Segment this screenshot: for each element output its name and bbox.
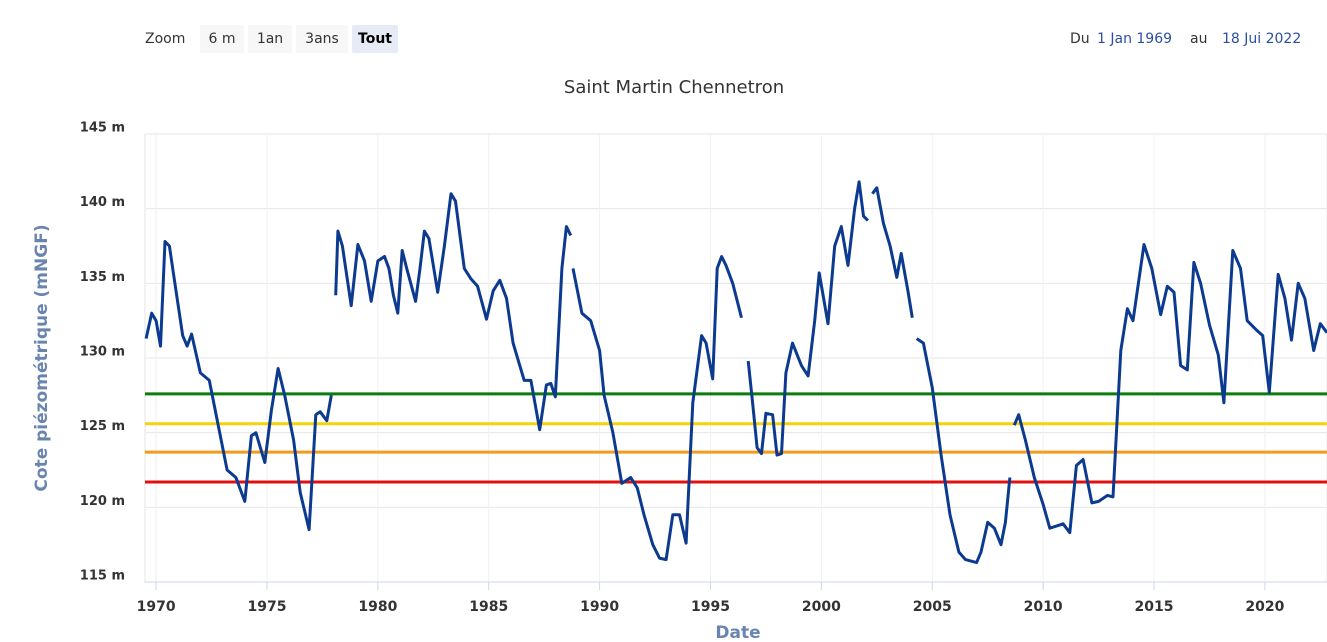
x-axis-title: Date xyxy=(715,623,760,642)
y-tick-label: 145 m xyxy=(80,121,125,136)
x-tick-label: 1980 xyxy=(358,599,397,615)
zoom-button[interactable]: 1an xyxy=(257,31,283,47)
y-tick-label: 120 m xyxy=(80,494,125,509)
x-tick-label: 1970 xyxy=(137,599,176,615)
zoom-button-bg[interactable] xyxy=(352,25,398,53)
range-to-label: au xyxy=(1190,31,1207,47)
range-from-label: Du xyxy=(1070,31,1090,47)
zoom-button-bg[interactable] xyxy=(296,25,348,53)
zoom-button[interactable]: Tout xyxy=(358,31,392,47)
y-axis-title: Cote piézométrique (mNGF) xyxy=(32,224,52,491)
zoom-label: Zoom xyxy=(145,31,185,47)
x-tick-label: 1975 xyxy=(247,599,286,615)
zoom-button-bg[interactable] xyxy=(248,25,292,53)
x-tick-label: 1990 xyxy=(580,599,619,615)
x-tick-label: 2020 xyxy=(1245,599,1284,615)
x-tick-label: 1985 xyxy=(469,599,508,615)
zoom-button-bg[interactable] xyxy=(200,25,244,53)
y-tick-label: 115 m xyxy=(80,569,125,584)
range-to[interactable]: 18 Jui 2022 xyxy=(1222,31,1301,47)
y-tick-label: 125 m xyxy=(80,419,125,434)
chart-title: Saint Martin Chennetron xyxy=(564,77,784,98)
zoom-button[interactable]: 3ans xyxy=(305,31,339,47)
series-line xyxy=(144,180,1327,565)
y-tick-label: 140 m xyxy=(80,195,125,210)
y-tick-label: 130 m xyxy=(80,345,125,360)
x-tick-label: 2005 xyxy=(913,599,952,615)
x-tick-label: 2015 xyxy=(1135,599,1174,615)
x-tick-label: 1995 xyxy=(691,599,730,615)
x-tick-label: 2010 xyxy=(1024,599,1063,615)
y-tick-label: 135 m xyxy=(80,270,125,285)
x-tick-label: 2000 xyxy=(802,599,841,615)
zoom-button[interactable]: 6 m xyxy=(209,31,236,47)
range-from[interactable]: 1 Jan 1969 xyxy=(1097,31,1172,47)
